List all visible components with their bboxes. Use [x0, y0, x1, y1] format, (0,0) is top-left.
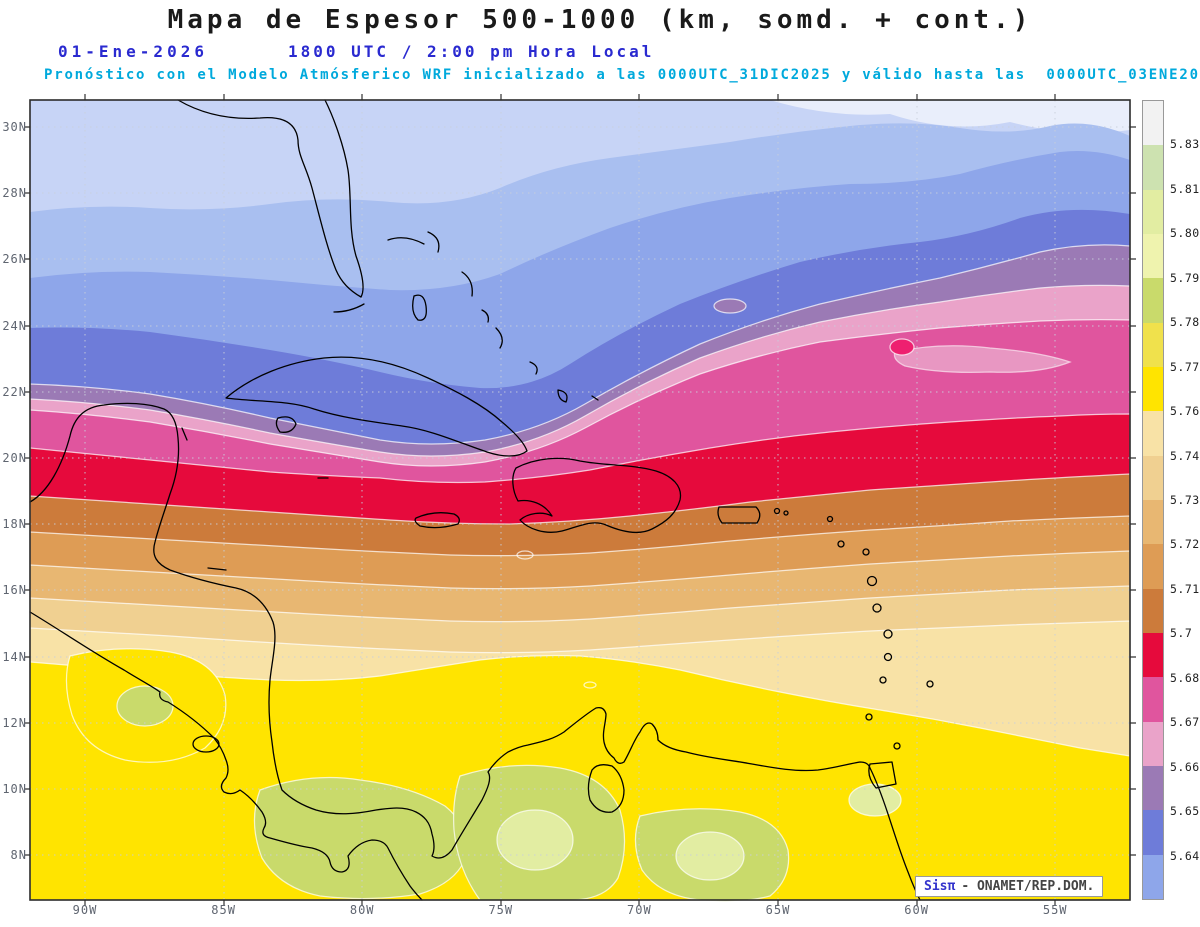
lat-label: 14N	[2, 649, 27, 664]
lon-label: 80W	[349, 903, 375, 917]
colorbar-cell	[1143, 677, 1163, 722]
colorbar-cell	[1143, 366, 1163, 412]
colorbar-cell	[1143, 278, 1163, 323]
patch-pale-green-1	[496, 809, 574, 871]
coast-lake-nicaragua	[192, 735, 220, 753]
local-patches	[65, 298, 1072, 902]
lat-label: 30N	[2, 120, 27, 134]
coast-islands-misc	[181, 427, 227, 571]
colorbar-labels: 5.831 5.819 5.807 5.795 5.783 5.772 5.76 5.748 5…	[1170, 100, 1200, 900]
lat-label: 10N	[2, 782, 27, 796]
contour-ring-2	[583, 681, 597, 689]
colorbar-cell	[1143, 854, 1163, 899]
map-canvas	[24, 94, 1136, 906]
colorbar-label: 5.772	[1170, 359, 1200, 374]
colorbar-label: 5.807	[1170, 226, 1200, 241]
page-title: Mapa de Espesor 500-1000 (km, somd. + co…	[167, 5, 1033, 35]
coast-florida-keys	[333, 303, 365, 313]
colorbar-label: 5.7	[1170, 626, 1193, 641]
patch-pale-green-2	[675, 831, 745, 881]
colorbar-label: 5.652	[1170, 804, 1200, 819]
lon-label: 70W	[627, 903, 652, 917]
colorbar-cell	[1143, 765, 1163, 811]
coast-bahamas	[387, 231, 599, 403]
lat-label: 16N	[2, 583, 27, 598]
coast-puerto-rico	[717, 506, 761, 524]
colorbar-cell	[1143, 499, 1163, 545]
lon-label: 90W	[72, 903, 98, 917]
colorbar-cell	[1143, 101, 1163, 146]
colorbar-label: 5.783	[1170, 315, 1200, 330]
coastlines	[29, 99, 934, 901]
lat-label: 26N	[2, 252, 27, 267]
colorbar	[1142, 100, 1164, 900]
patch-magenta-core	[889, 338, 915, 356]
coast-cuba	[225, 356, 528, 457]
colorbar-cell	[1143, 189, 1163, 234]
forecast-date: 01-Ene-2026	[58, 42, 208, 61]
patch-light-pink-east	[893, 345, 1072, 374]
lon-label: 75W	[488, 903, 514, 917]
patch-purple-spot	[713, 298, 747, 314]
lat-label: 22N	[2, 384, 27, 399]
colorbar-cell	[1143, 322, 1163, 367]
colorbar-label: 5.664	[1170, 759, 1200, 774]
watermark: Sisπ - ONAMET/REP.DOM.	[915, 876, 1104, 897]
colorbar-label: 5.819	[1170, 181, 1200, 196]
colorbar-label: 5.76	[1170, 404, 1200, 419]
colorbar-cell	[1143, 233, 1163, 279]
colorbar-label: 5.688	[1170, 670, 1200, 685]
model-init-line: Pronóstico con el Modelo Atmósferico WRF…	[44, 67, 1200, 83]
lat-label: 24N	[2, 318, 27, 333]
coast-lake-maracaibo	[587, 764, 625, 813]
lat-label: 18N	[2, 517, 27, 532]
patch-guatemala-green	[116, 685, 174, 727]
watermark-text: - ONAMET/REP.DOM.	[961, 879, 1095, 894]
map-area	[24, 94, 1136, 906]
colorbar-cell	[1143, 721, 1163, 766]
patch-panama-green	[253, 776, 468, 900]
lat-label: 8N	[10, 848, 27, 863]
forecast-time: 1800 UTC / 2:00 pm Hora Local	[288, 42, 655, 61]
band-near-white	[770, 100, 1130, 133]
lon-label: 60W	[904, 903, 929, 917]
colorbar-cell	[1143, 632, 1163, 678]
lat-label: 12N	[2, 715, 27, 730]
lon-label: 85W	[211, 903, 236, 917]
contour-ring-1	[516, 550, 534, 560]
colorbar-cell	[1143, 411, 1163, 456]
lat-label: 28N	[2, 186, 27, 201]
colorbar-label: 5.64	[1170, 848, 1200, 863]
colorbar-label: 5.724	[1170, 537, 1200, 552]
colorbar-label: 5.748	[1170, 448, 1200, 463]
colorbar-label: 5.831	[1170, 137, 1200, 152]
map-border	[29, 99, 1131, 901]
colorbar-cell	[1143, 455, 1163, 500]
colorbar-label: 5.676	[1170, 715, 1200, 730]
coast-mainland-pacific	[29, 611, 423, 901]
colorbar-label: 5.795	[1170, 270, 1200, 285]
coast-mainland-caribbean	[29, 402, 921, 901]
colorbar-cell	[1143, 588, 1163, 633]
patch-pale-green-3	[848, 783, 902, 817]
coast-florida	[177, 99, 364, 298]
colorbar-cell	[1143, 810, 1163, 855]
watermark-brand: Sisπ	[924, 879, 956, 894]
colorbar-cell	[1143, 544, 1163, 589]
lon-label: 55W	[1042, 903, 1068, 917]
lat-label: 20N	[2, 451, 27, 465]
colorbar-cell	[1143, 145, 1163, 190]
axis-ticks	[24, 94, 1136, 906]
lon-label: 65W	[765, 903, 791, 917]
thickness-bands	[29, 100, 1131, 901]
colorbar-label: 5.736	[1170, 492, 1200, 507]
coast-jamaica	[414, 512, 460, 529]
coast-hispaniola	[512, 457, 682, 534]
colorbar-label: 5.712	[1170, 581, 1200, 596]
